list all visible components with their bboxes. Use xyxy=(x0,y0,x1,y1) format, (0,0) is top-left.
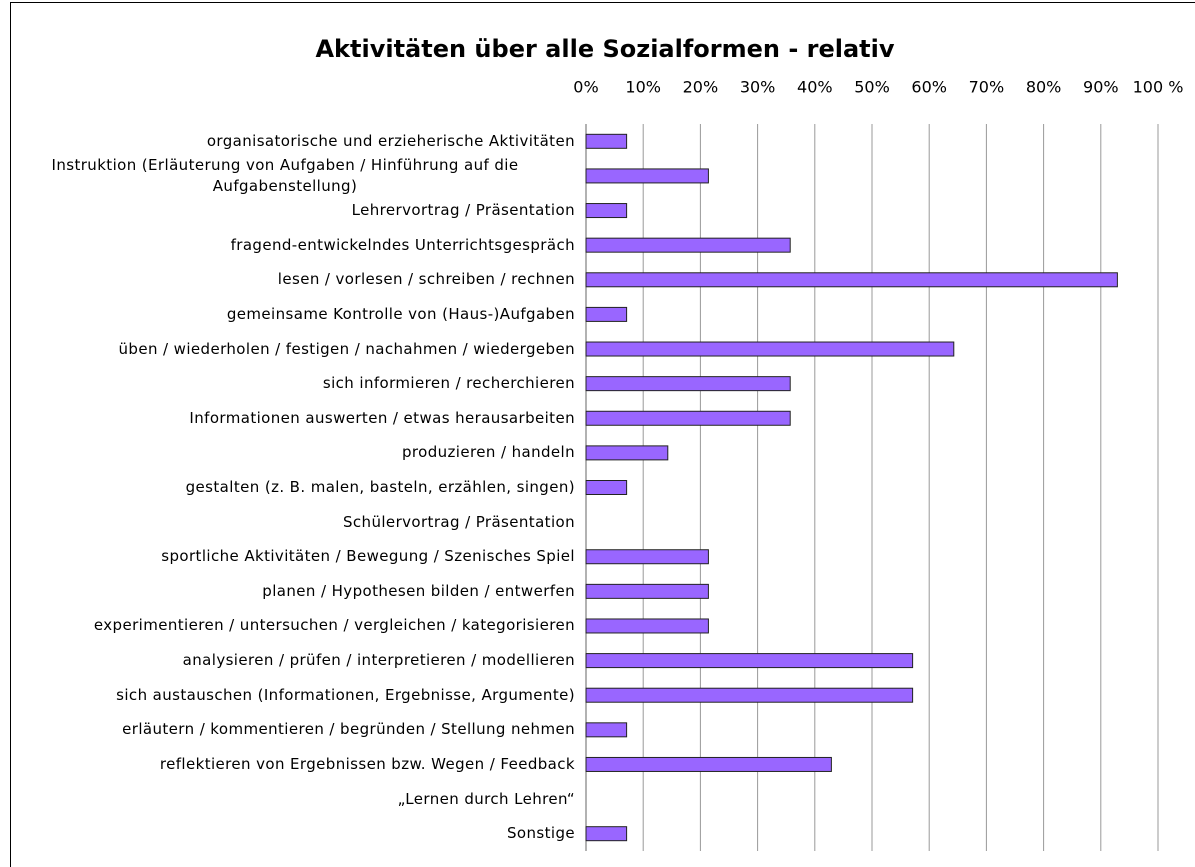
category-text: üben / wiederholen / festigen / nachahme… xyxy=(118,339,575,358)
category-text: sportliche Aktivitäten / Bewegung / Szen… xyxy=(161,547,575,566)
category-text: sich austauschen (Informationen, Ergebni… xyxy=(116,685,575,704)
x-tick-label: 40% xyxy=(797,78,833,97)
bar xyxy=(585,168,709,184)
category-text: planen / Hypothesen bilden / entwerfen xyxy=(262,581,575,600)
x-tick-label: 90% xyxy=(1083,78,1119,97)
category-text: sich informieren / recherchieren xyxy=(322,374,575,393)
category-text: reflektieren von Ergebnissen bzw. Wegen … xyxy=(159,754,575,773)
y-tick-label: analysieren / prüfen / interpretieren / … xyxy=(0,631,575,691)
y-tick-label: erläutern / kommentieren / begründen / S… xyxy=(0,700,575,760)
x-tick-label: 60% xyxy=(911,78,947,97)
y-tick-label: sich austauschen (Informationen, Ergebni… xyxy=(0,665,575,725)
y-tick-label: sportliche Aktivitäten / Bewegung / Szen… xyxy=(0,527,575,587)
y-tick-label: Instruktion (Erläuterung von Aufgaben / … xyxy=(0,146,575,206)
bar xyxy=(585,549,709,565)
y-tick-label: sich informieren / recherchieren xyxy=(0,354,575,414)
y-tick-label: Lehrervortrag / Präsentation xyxy=(0,181,575,241)
category-text: Lehrervortrag / Präsentation xyxy=(351,201,575,220)
category-text: Instruktion (Erläuterung von Aufgaben / … xyxy=(51,155,519,195)
bar xyxy=(585,480,628,495)
bar xyxy=(585,237,791,253)
bar xyxy=(585,756,832,772)
y-tick-label: experimentieren / untersuchen / vergleic… xyxy=(0,596,575,656)
y-tick-label: Sonstige xyxy=(0,804,575,864)
x-tick-label: 70% xyxy=(969,78,1005,97)
y-tick-label: fragend-entwickelndes Unterrichtsgespräc… xyxy=(0,215,575,275)
category-text: gemeinsame Kontrolle von (Haus-)Aufgaben xyxy=(226,304,575,323)
bar xyxy=(585,583,709,599)
bar xyxy=(585,445,669,461)
bar xyxy=(585,376,791,392)
chart-title: Aktivitäten über alle Sozialformen - rel… xyxy=(315,35,894,63)
y-tick-label: reflektieren von Ergebnissen bzw. Wegen … xyxy=(0,734,575,794)
category-text: fragend-entwickelndes Unterrichtsgespräc… xyxy=(230,235,575,254)
bar xyxy=(585,722,628,738)
category-text: Sonstige xyxy=(506,824,575,843)
bar xyxy=(585,203,628,219)
y-tick-label: Informationen auswerten / etwas herausar… xyxy=(0,388,575,448)
category-text: organisatorische und erzieherische Aktiv… xyxy=(206,131,575,150)
x-tick-label: 20% xyxy=(683,78,719,97)
category-text: gestalten (z. B. malen, basteln, erzähle… xyxy=(185,478,575,496)
y-tick-label: organisatorische und erzieherische Aktiv… xyxy=(0,111,575,171)
frame xyxy=(10,2,1195,867)
y-tick-label: „Lernen durch Lehren“ xyxy=(0,769,575,829)
x-tick-label: 10% xyxy=(625,78,661,97)
x-tick-label: 50% xyxy=(854,78,890,97)
y-tick-label: üben / wiederholen / festigen / nachahme… xyxy=(0,319,575,379)
y-tick-label: gestalten (z. B. malen, basteln, erzähle… xyxy=(0,458,575,518)
bar xyxy=(585,410,791,426)
category-text: „Lernen durch Lehren“ xyxy=(397,789,575,808)
category-text: produzieren / handeln xyxy=(401,443,575,462)
bar xyxy=(585,653,914,669)
category-text: analysieren / prüfen / interpretieren / … xyxy=(182,651,575,670)
x-tick-label: 30% xyxy=(740,78,776,97)
bar xyxy=(585,133,628,149)
y-tick-label: gemeinsame Kontrolle von (Haus-)Aufgaben xyxy=(0,284,575,344)
y-tick-label: planen / Hypothesen bilden / entwerfen xyxy=(0,561,575,621)
bar xyxy=(585,341,955,357)
category-text: experimentieren / untersuchen / vergleic… xyxy=(93,616,575,635)
x-tick-label: 0% xyxy=(573,78,598,97)
bar xyxy=(585,687,914,703)
bar xyxy=(585,826,628,842)
y-tick-label: lesen / vorlesen / schreiben / rechnen xyxy=(0,250,575,310)
y-tick-label: Schülervortrag / Präsentation xyxy=(0,492,575,552)
y-tick-label: produzieren / handeln xyxy=(0,423,575,483)
bar xyxy=(585,306,628,322)
bar xyxy=(585,272,1118,288)
bar xyxy=(585,618,709,634)
category-text: lesen / vorlesen / schreiben / rechnen xyxy=(277,270,575,289)
category-text: erläutern / kommentieren / begründen / S… xyxy=(122,720,575,739)
category-text: Informationen auswerten / etwas herausar… xyxy=(189,408,575,427)
x-tick-label: 80% xyxy=(1026,78,1062,97)
x-tick-label: 100 % xyxy=(1133,78,1184,97)
category-text: Schülervortrag / Präsentation xyxy=(342,512,575,531)
